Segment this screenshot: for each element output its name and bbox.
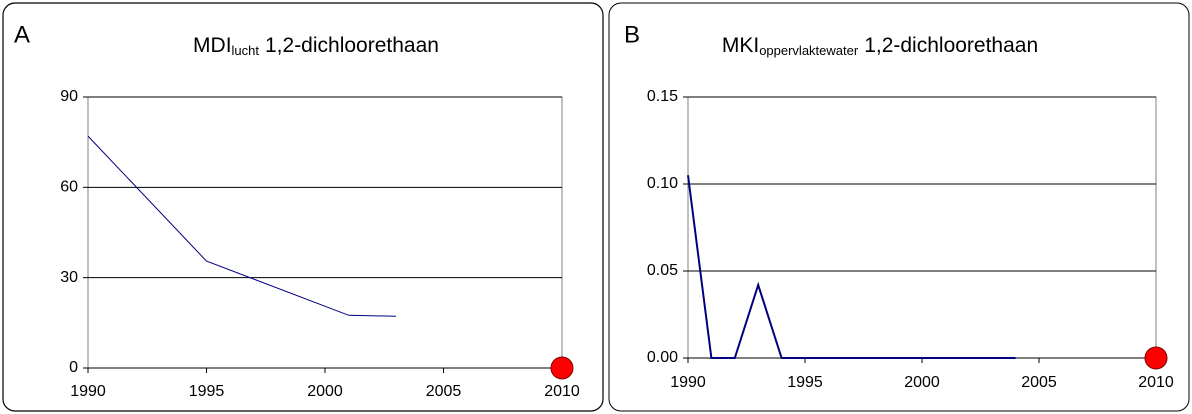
x-tick-label: 1990 bbox=[70, 383, 106, 400]
y-tick-label: 0 bbox=[69, 359, 78, 376]
y-tick-label: 0.10 bbox=[647, 175, 678, 192]
target-marker bbox=[1144, 346, 1168, 370]
title-subscript: lucht bbox=[232, 43, 260, 58]
panel-label: A bbox=[14, 21, 30, 48]
x-tick-label: 2005 bbox=[1021, 374, 1057, 391]
x-tick-label: 2010 bbox=[544, 383, 580, 400]
panel-label: B bbox=[624, 21, 640, 48]
plot-area bbox=[687, 96, 1157, 359]
panel-frame bbox=[608, 2, 1190, 412]
y-tick-label: 0.05 bbox=[647, 262, 678, 279]
y-tick-label: 0.15 bbox=[647, 88, 678, 105]
x-tick-label: 2000 bbox=[307, 383, 343, 400]
plot-area bbox=[87, 96, 563, 369]
panel-frame bbox=[2, 2, 604, 412]
x-tick-label: 2005 bbox=[426, 383, 462, 400]
title-suffix: 1,2-dichloorethaan bbox=[265, 34, 439, 57]
title-subscript: oppervlaktewater bbox=[759, 43, 859, 58]
y-tick-label: 90 bbox=[60, 88, 78, 105]
title-main: MDI bbox=[193, 34, 232, 57]
target-marker bbox=[550, 356, 574, 380]
chart-title: MKIoppervlaktewater 1,2-dichloorethaan bbox=[722, 34, 1038, 59]
y-tick-label: 0.00 bbox=[647, 349, 678, 366]
title-suffix: 1,2-dichloorethaan bbox=[864, 34, 1038, 57]
x-tick-label: 2010 bbox=[1138, 374, 1174, 391]
x-tick-label: 1990 bbox=[670, 374, 706, 391]
y-tick-label: 30 bbox=[60, 269, 78, 286]
title-main: MKI bbox=[722, 34, 759, 57]
chart-title: MDIlucht 1,2-dichloorethaan bbox=[193, 34, 439, 59]
data-line bbox=[87, 135, 397, 317]
x-tick-label: 1995 bbox=[787, 374, 823, 391]
x-tick-label: 1995 bbox=[189, 383, 225, 400]
data-line bbox=[687, 175, 1016, 359]
y-tick-label: 60 bbox=[60, 179, 78, 196]
x-tick-label: 2000 bbox=[904, 374, 940, 391]
